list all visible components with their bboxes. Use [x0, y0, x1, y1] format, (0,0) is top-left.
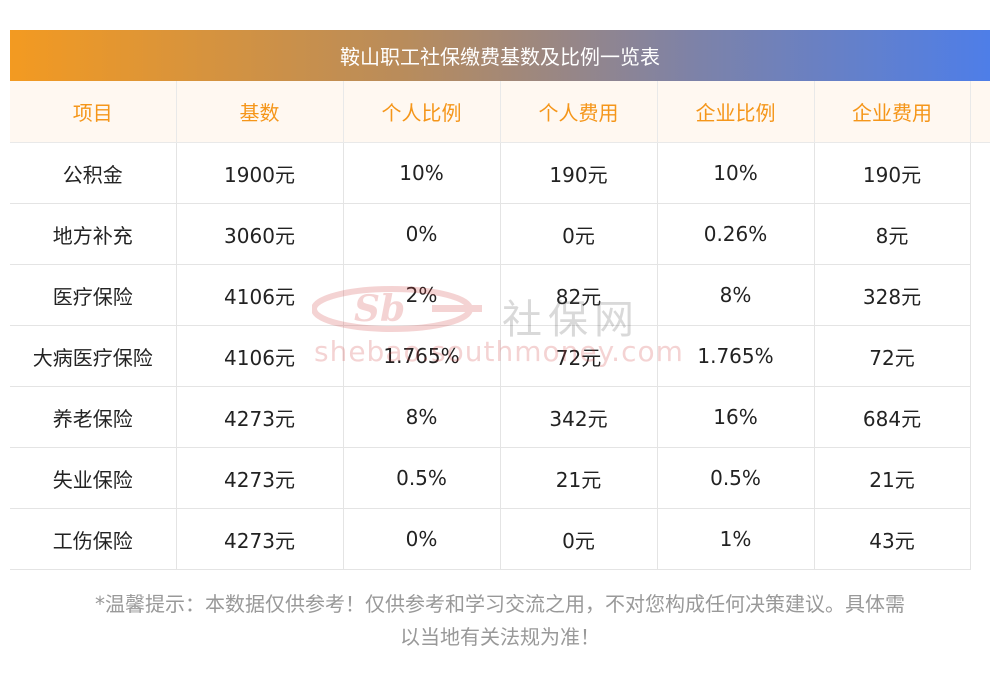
table-title: 鞍山职工社保缴费基数及比例一览表 [10, 30, 990, 81]
cell-company-fee: 328元 [814, 264, 971, 326]
cell-personal-fee: 0元 [500, 203, 658, 265]
table-row: 公积金 1900元 10% 190元 10% 190元 [10, 142, 990, 204]
social-insurance-table: 项目 基数 个人比例 个人费用 企业比例 企业费用 公积金 1900元 10% … [10, 81, 990, 570]
cell-item: 地方补充 [10, 203, 177, 265]
cell-spacer [970, 142, 990, 204]
cell-company-fee: 8元 [814, 203, 971, 265]
cell-base: 4273元 [176, 386, 344, 448]
cell-company-ratio: 1.765% [657, 325, 815, 387]
cell-item: 工伤保险 [10, 508, 177, 570]
header-personal-ratio: 个人比例 [343, 81, 501, 143]
cell-personal-fee: 342元 [500, 386, 658, 448]
cell-company-ratio: 10% [657, 142, 815, 204]
cell-personal-ratio: 1.765% [343, 325, 501, 387]
cell-company-fee: 190元 [814, 142, 971, 204]
header-company-fee: 企业费用 [814, 81, 971, 143]
header-company-ratio: 企业比例 [657, 81, 815, 143]
cell-spacer [970, 386, 990, 448]
cell-base: 4273元 [176, 508, 344, 570]
cell-spacer [970, 508, 990, 570]
cell-spacer [970, 325, 990, 387]
cell-spacer [970, 203, 990, 265]
cell-item: 养老保险 [10, 386, 177, 448]
footer-line-1: *温馨提示：本数据仅供参考！仅供参考和学习交流之用，不对您构成任何决策建议。具体… [95, 592, 905, 616]
cell-item: 医疗保险 [10, 264, 177, 326]
cell-company-ratio: 0.26% [657, 203, 815, 265]
cell-personal-ratio: 10% [343, 142, 501, 204]
table-header-row: 项目 基数 个人比例 个人费用 企业比例 企业费用 [10, 81, 990, 143]
cell-personal-fee: 82元 [500, 264, 658, 326]
header-personal-fee: 个人费用 [500, 81, 658, 143]
cell-base: 4273元 [176, 447, 344, 509]
cell-personal-ratio: 0.5% [343, 447, 501, 509]
footer-line-2: 以当地有关法规为准！ [400, 625, 600, 649]
cell-personal-ratio: 2% [343, 264, 501, 326]
cell-item: 大病医疗保险 [10, 325, 177, 387]
table-row: 工伤保险 4273元 0% 0元 1% 43元 [10, 508, 990, 570]
cell-personal-fee: 190元 [500, 142, 658, 204]
table-row: 地方补充 3060元 0% 0元 0.26% 8元 [10, 203, 990, 265]
cell-personal-ratio: 0% [343, 203, 501, 265]
cell-company-fee: 43元 [814, 508, 971, 570]
cell-personal-ratio: 8% [343, 386, 501, 448]
cell-company-ratio: 1% [657, 508, 815, 570]
cell-personal-fee: 21元 [500, 447, 658, 509]
table-row: 大病医疗保险 4106元 1.765% 72元 1.765% 72元 [10, 325, 990, 387]
table-row: 失业保险 4273元 0.5% 21元 0.5% 21元 [10, 447, 990, 509]
header-spacer [970, 81, 990, 143]
cell-personal-fee: 0元 [500, 508, 658, 570]
cell-company-ratio: 0.5% [657, 447, 815, 509]
cell-item: 失业保险 [10, 447, 177, 509]
cell-spacer [970, 447, 990, 509]
cell-base: 1900元 [176, 142, 344, 204]
cell-company-ratio: 16% [657, 386, 815, 448]
cell-personal-ratio: 0% [343, 508, 501, 570]
cell-company-fee: 21元 [814, 447, 971, 509]
footer-note: *温馨提示：本数据仅供参考！仅供参考和学习交流之用，不对您构成任何决策建议。具体… [10, 588, 990, 654]
table-row: 医疗保险 4106元 2% 82元 8% 328元 [10, 264, 990, 326]
cell-base: 3060元 [176, 203, 344, 265]
cell-company-ratio: 8% [657, 264, 815, 326]
cell-base: 4106元 [176, 264, 344, 326]
table-row: 养老保险 4273元 8% 342元 16% 684元 [10, 386, 990, 448]
cell-spacer [970, 264, 990, 326]
cell-company-fee: 684元 [814, 386, 971, 448]
header-item: 项目 [10, 81, 177, 143]
cell-base: 4106元 [176, 325, 344, 387]
cell-company-fee: 72元 [814, 325, 971, 387]
cell-item: 公积金 [10, 142, 177, 204]
cell-personal-fee: 72元 [500, 325, 658, 387]
header-base: 基数 [176, 81, 344, 143]
